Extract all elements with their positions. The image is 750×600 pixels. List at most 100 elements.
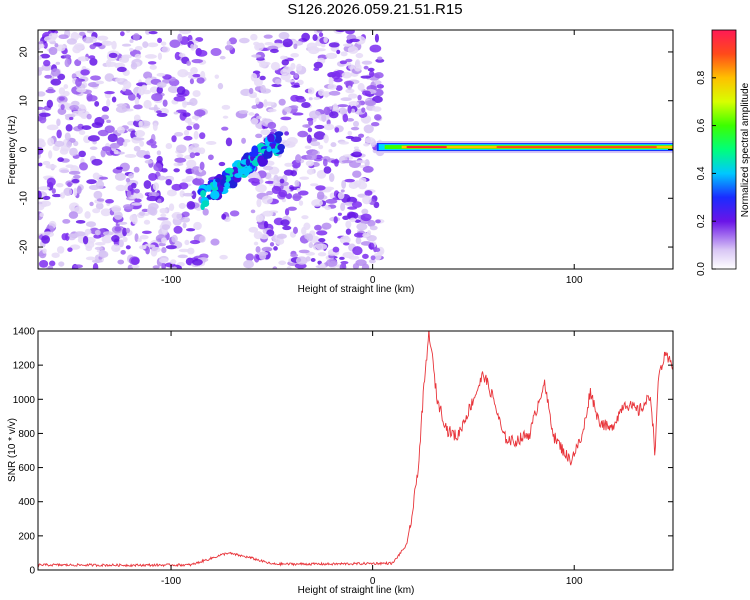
noise-speckle <box>90 75 101 81</box>
noise-speckle <box>280 116 292 121</box>
noise-speckle <box>38 55 43 60</box>
noise-speckle <box>368 242 375 250</box>
noise-speckle <box>370 121 380 127</box>
noise-speckle <box>66 141 73 148</box>
noise-speckle <box>76 87 87 93</box>
noise-speckle <box>301 215 309 220</box>
noise-speckle <box>368 259 376 264</box>
noise-speckle <box>267 108 277 113</box>
noise-speckle <box>367 67 375 72</box>
noise-speckle <box>352 170 362 178</box>
noise-speckle <box>93 190 103 200</box>
noise-speckle <box>117 259 125 265</box>
noise-speckle <box>68 170 81 175</box>
noise-speckle <box>189 98 198 106</box>
noise-speckle <box>141 230 152 235</box>
noise-speckle <box>179 30 192 35</box>
noise-speckle <box>353 146 360 150</box>
noise-speckle <box>86 179 97 185</box>
noise-speckle <box>85 221 97 228</box>
noise-speckle <box>362 253 369 259</box>
noise-speckle <box>350 108 356 113</box>
noise-speckle <box>358 177 367 183</box>
noise-speckle <box>149 138 154 144</box>
echo-speckle <box>274 134 282 144</box>
noise-speckle <box>343 242 350 246</box>
noise-speckle <box>138 120 143 128</box>
noise-speckle <box>226 40 231 46</box>
noise-speckle <box>328 148 333 153</box>
noise-speckle <box>374 114 382 121</box>
noise-speckle <box>174 51 181 61</box>
noise-speckle <box>184 239 190 246</box>
noise-speckle <box>58 34 69 40</box>
noise-speckle <box>284 162 293 167</box>
noise-speckle <box>55 44 66 52</box>
noise-speckle <box>261 195 273 205</box>
noise-speckle <box>348 181 359 190</box>
noise-speckle <box>349 38 360 43</box>
noise-speckle <box>173 111 179 115</box>
noise-speckle <box>189 239 201 245</box>
noise-speckle <box>308 119 314 126</box>
noise-speckle <box>270 128 277 133</box>
noise-speckle <box>276 233 287 239</box>
noise-speckle <box>159 207 168 214</box>
noise-speckle <box>120 249 126 255</box>
noise-speckle <box>238 37 250 44</box>
noise-speckle <box>308 242 314 249</box>
noise-speckle <box>280 219 290 227</box>
noise-speckle <box>51 193 62 198</box>
noise-speckle <box>259 251 267 260</box>
noise-speckle <box>43 59 51 67</box>
noise-speckle <box>228 37 238 45</box>
noise-speckle <box>104 90 115 95</box>
noise-speckle <box>278 31 290 40</box>
noise-speckle <box>156 155 163 164</box>
noise-speckle <box>45 89 56 94</box>
noise-speckle <box>375 219 381 224</box>
noise-speckle <box>133 137 145 141</box>
noise-speckle <box>311 199 323 207</box>
noise-speckle <box>116 103 128 108</box>
noise-speckle <box>312 34 318 42</box>
noise-speckle <box>362 117 370 124</box>
noise-speckle <box>338 141 350 145</box>
noise-speckle <box>72 45 82 54</box>
noise-speckle <box>332 246 340 253</box>
noise-speckle <box>128 172 135 179</box>
noise-speckle <box>125 245 131 250</box>
noise-speckle <box>63 84 69 90</box>
noise-speckle <box>310 141 321 147</box>
noise-speckle <box>177 33 183 42</box>
noise-speckle <box>210 238 220 246</box>
noise-speckle <box>315 185 326 191</box>
noise-speckle <box>306 149 319 155</box>
noise-speckle <box>284 106 292 113</box>
noise-speckle <box>357 94 362 101</box>
noise-speckle <box>191 58 204 64</box>
noise-speckle <box>165 245 177 250</box>
noise-speckle <box>355 236 362 245</box>
noise-speckle <box>270 61 280 71</box>
noise-speckle <box>167 85 179 94</box>
noise-speckle <box>94 100 100 107</box>
noise-speckle <box>353 232 365 238</box>
noise-speckle <box>251 54 262 58</box>
noise-speckle <box>374 33 379 43</box>
noise-speckle <box>125 227 131 234</box>
noise-speckle <box>74 206 83 215</box>
noise-speckle <box>121 87 127 92</box>
noise-speckle <box>161 247 167 254</box>
noise-speckle <box>126 30 131 33</box>
noise-speckle <box>162 99 168 107</box>
noise-speckle <box>356 222 368 231</box>
noise-speckle <box>360 213 372 222</box>
noise-speckle <box>221 126 229 131</box>
noise-speckle <box>348 93 358 99</box>
noise-speckle <box>101 114 109 120</box>
noise-speckle <box>129 39 134 43</box>
noise-speckle <box>256 115 262 120</box>
noise-speckle <box>122 141 128 147</box>
